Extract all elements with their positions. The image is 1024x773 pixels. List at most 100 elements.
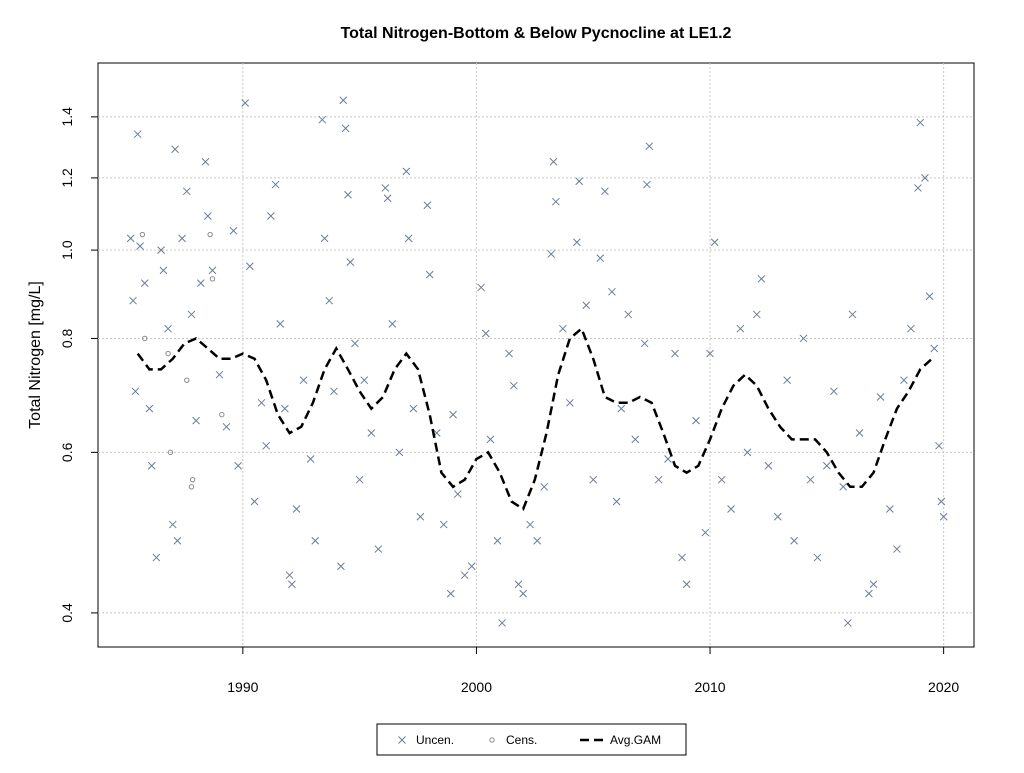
data-point	[645, 142, 654, 151]
data-point	[257, 398, 266, 407]
data-point	[285, 571, 294, 580]
data-point	[330, 387, 338, 396]
data-point	[865, 589, 873, 598]
data-point	[601, 187, 609, 196]
data-point	[262, 441, 271, 450]
data-point	[152, 553, 161, 562]
data-point	[168, 520, 177, 529]
data-point	[617, 404, 626, 413]
legend-label: Avg.GAM	[610, 733, 661, 747]
data-point	[192, 416, 200, 425]
data-point	[477, 283, 485, 292]
data-point	[549, 157, 558, 166]
data-point	[219, 411, 225, 418]
data-point	[822, 461, 831, 470]
data-point	[481, 329, 490, 338]
data-point	[196, 279, 205, 287]
data-point	[596, 254, 605, 262]
legend-swatch	[489, 737, 495, 743]
data-point	[612, 497, 621, 506]
data-point	[320, 234, 329, 243]
data-point	[189, 476, 196, 483]
data-point	[608, 287, 616, 296]
data-point	[559, 324, 567, 333]
data-point	[173, 536, 182, 545]
data-point	[203, 212, 212, 220]
data-point	[425, 270, 434, 279]
y-tick-label: 0.8	[59, 329, 75, 349]
data-point	[937, 497, 946, 506]
data-point	[790, 536, 798, 545]
data-point	[383, 194, 392, 203]
data-point	[341, 124, 350, 133]
data-point	[351, 339, 359, 348]
data-point	[208, 266, 217, 275]
data-point	[710, 238, 719, 247]
data-point	[360, 376, 369, 385]
data-point	[876, 393, 885, 401]
data-point	[157, 246, 165, 254]
data-point	[505, 349, 513, 358]
data-point	[215, 370, 224, 379]
data-point	[306, 455, 315, 463]
data-point	[178, 234, 186, 243]
data-point	[337, 562, 345, 571]
data-point	[184, 377, 190, 383]
data-point	[514, 580, 523, 589]
data-point	[519, 589, 528, 598]
data-point	[145, 404, 154, 413]
data-point	[589, 475, 598, 484]
data-point	[241, 99, 250, 107]
data-point	[743, 448, 752, 457]
data-point	[292, 505, 301, 513]
data-point	[575, 177, 584, 186]
y-tick-label: 1.0	[59, 240, 75, 260]
data-point	[325, 296, 334, 305]
data-point	[245, 262, 254, 271]
data-point	[654, 475, 663, 484]
gam-line	[136, 326, 933, 511]
data-point	[229, 226, 238, 235]
data-point	[900, 376, 908, 385]
data-point	[848, 310, 857, 319]
data-point	[939, 512, 948, 521]
data-point	[187, 310, 196, 319]
chart-title: Total Nitrogen-Bottom & Below Pycnocline…	[341, 25, 732, 42]
data-point	[552, 197, 560, 206]
data-point	[498, 619, 506, 627]
data-point	[460, 571, 469, 580]
data-point	[423, 201, 432, 210]
data-point	[855, 429, 864, 437]
data-point	[133, 130, 142, 139]
data-point	[339, 96, 348, 105]
data-point	[209, 276, 216, 282]
data-point	[493, 536, 502, 545]
data-point	[136, 242, 144, 251]
data-point	[404, 234, 413, 243]
data-point	[388, 320, 397, 328]
data-point	[573, 238, 581, 247]
data-point	[664, 455, 672, 463]
data-point	[526, 520, 535, 529]
data-point	[916, 118, 925, 127]
data-point	[222, 422, 231, 431]
data-point	[893, 545, 901, 553]
data-point	[935, 441, 943, 450]
plot-frame	[97, 62, 975, 648]
data-point	[367, 429, 376, 437]
data-point	[533, 536, 542, 545]
data-point	[318, 115, 327, 124]
data-point	[914, 184, 922, 192]
data-point	[207, 231, 213, 238]
data-point	[147, 461, 156, 470]
data-point	[439, 520, 448, 529]
data-point	[171, 145, 179, 154]
data-point	[706, 349, 714, 358]
x-tick-label: 2000	[461, 679, 492, 695]
data-point	[764, 461, 773, 470]
data-point	[167, 449, 174, 456]
data-point	[839, 482, 848, 491]
data-point	[566, 398, 574, 407]
data-point	[925, 292, 934, 301]
